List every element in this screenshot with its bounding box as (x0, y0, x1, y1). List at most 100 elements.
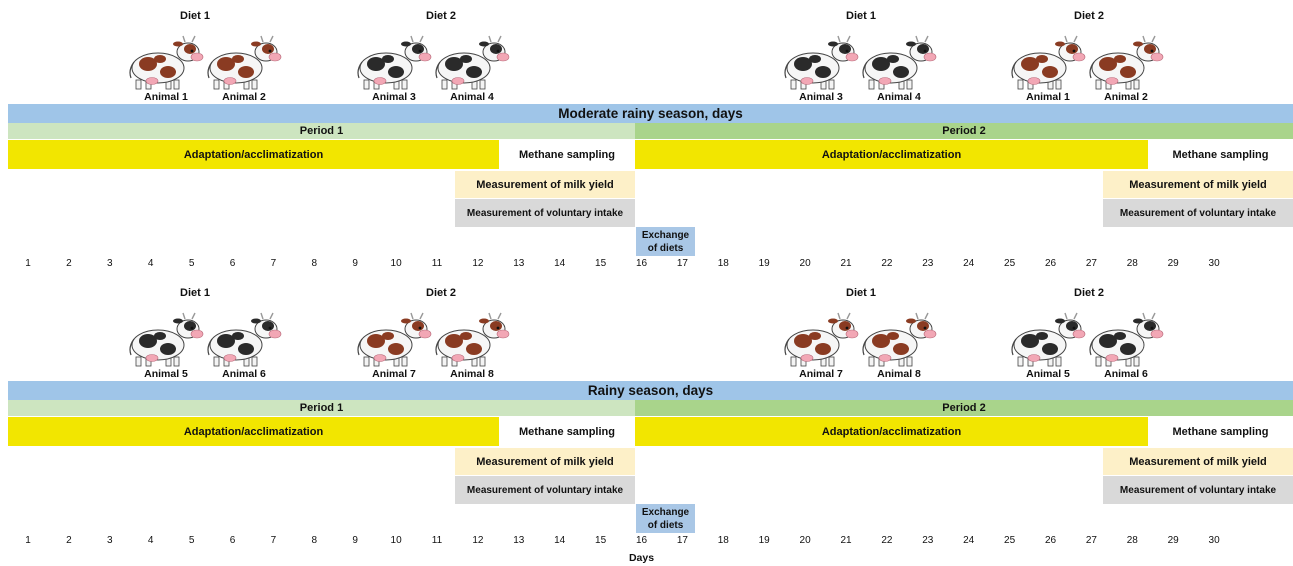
cow-icon (357, 35, 432, 90)
day-number: 23 (922, 535, 934, 546)
animal-label: Animal 7 (799, 368, 843, 380)
animal-label: Animal 2 (222, 91, 266, 103)
voluntary-intake-bar: Measurement of voluntary intake (455, 199, 635, 227)
animal-label: Animal 5 (1026, 368, 1070, 380)
diet-label: Diet 1 (846, 10, 876, 22)
animal-label: Animal 5 (144, 368, 188, 380)
period-1-bar: Period 1 (8, 400, 635, 416)
methane-sampling-bar: Methane sampling (1148, 140, 1293, 169)
cow-icon (1089, 35, 1164, 90)
day-number: 18 (717, 258, 729, 269)
animal-label: Animal 3 (372, 91, 416, 103)
day-number: 15 (595, 535, 607, 546)
animal-label: Animal 2 (1104, 91, 1148, 103)
methane-sampling-bar: Methane sampling (499, 140, 635, 169)
period-1-bar: Period 1 (8, 123, 635, 139)
animal-label: Animal 8 (877, 368, 921, 380)
cow-icon (784, 35, 859, 90)
day-number: 26 (1044, 535, 1057, 546)
adaptation-bar: Adaptation/acclimatization (635, 417, 1148, 446)
methane-sampling-bar: Methane sampling (1148, 417, 1293, 446)
season-bar: Moderate rainy season, days (8, 104, 1293, 123)
day-number: 15 (595, 258, 607, 269)
day-number: 30 (1208, 535, 1220, 546)
milk-yield-bar: Measurement of milk yield (455, 171, 635, 198)
voluntary-intake-bar: Measurement of voluntary intake (455, 476, 635, 504)
cow-icon (207, 35, 282, 90)
diet-label: Diet 2 (1074, 10, 1104, 22)
voluntary-intake-bar: Measurement of voluntary intake (1103, 199, 1293, 227)
day-number: 20 (799, 535, 811, 546)
day-number: 5 (188, 535, 195, 546)
animal-label: Animal 6 (222, 368, 266, 380)
day-number: 13 (513, 535, 525, 546)
day-number: 6 (229, 258, 236, 269)
day-number: 7 (270, 535, 277, 546)
adaptation-bar: Adaptation/acclimatization (8, 417, 499, 446)
animal-label: Animal 6 (1104, 368, 1148, 380)
day-number: 24 (963, 258, 975, 269)
cow-icon (1011, 35, 1086, 90)
day-number: 23 (922, 258, 934, 269)
cow-icon (435, 35, 510, 90)
diet-label: Diet 2 (426, 287, 456, 299)
day-number: 28 (1126, 258, 1138, 269)
cow-icon (862, 312, 937, 367)
day-number: 11 (431, 258, 443, 269)
day-number: 10 (390, 258, 402, 269)
day-number: 4 (147, 535, 154, 546)
cow-icon (357, 312, 432, 367)
day-number: 21 (840, 258, 852, 269)
day-number: 5 (188, 258, 195, 269)
milk-yield-bar: Measurement of milk yield (1103, 448, 1293, 475)
period-2-bar: Period 2 (635, 123, 1293, 139)
day-number: 1 (25, 258, 31, 269)
animal-label: Animal 1 (144, 91, 188, 103)
cow-icon (129, 35, 204, 90)
animal-label: Animal 7 (372, 368, 416, 380)
period-2-bar: Period 2 (635, 400, 1293, 416)
cow-icon (862, 35, 937, 90)
day-number: 25 (1004, 258, 1016, 269)
milk-yield-bar: Measurement of milk yield (1103, 171, 1293, 198)
diet-label: Diet 1 (846, 287, 876, 299)
day-number: 13 (513, 258, 525, 269)
day-number: 3 (107, 535, 113, 546)
day-number: 20 (799, 258, 811, 269)
day-number: 27 (1085, 258, 1097, 269)
day-number: 2 (66, 258, 72, 269)
day-number: 1 (25, 535, 31, 546)
day-number: 9 (352, 535, 358, 546)
exchange-of-diets-box: Exchange of diets (636, 504, 695, 533)
exchange-of-diets-box: Exchange of diets (636, 227, 695, 256)
cow-icon (129, 312, 204, 367)
day-number: 12 (472, 258, 484, 269)
day-number: 16 (635, 258, 648, 269)
day-number: 27 (1085, 535, 1097, 546)
cow-icon (435, 312, 510, 367)
animal-label: Animal 1 (1026, 91, 1070, 103)
day-number: 25 (1004, 535, 1016, 546)
diet-label: Diet 2 (426, 10, 456, 22)
day-number: 29 (1167, 535, 1179, 546)
day-number: 19 (758, 535, 770, 546)
day-number: 4 (147, 258, 154, 269)
day-number: 29 (1167, 258, 1179, 269)
voluntary-intake-bar: Measurement of voluntary intake (1103, 476, 1293, 504)
day-number: 3 (107, 258, 113, 269)
day-number: 8 (311, 535, 318, 546)
day-number: 14 (554, 535, 566, 546)
adaptation-bar: Adaptation/acclimatization (635, 140, 1148, 169)
day-number: 26 (1044, 258, 1057, 269)
day-number: 8 (311, 258, 318, 269)
day-number: 2 (66, 535, 72, 546)
diet-label: Diet 1 (180, 10, 210, 22)
day-number: 7 (270, 258, 277, 269)
day-number: 14 (554, 258, 566, 269)
adaptation-bar: Adaptation/acclimatization (8, 140, 499, 169)
day-number: 10 (390, 535, 402, 546)
day-number: 11 (431, 535, 443, 546)
day-number: 22 (881, 535, 893, 546)
day-number: 12 (472, 535, 484, 546)
